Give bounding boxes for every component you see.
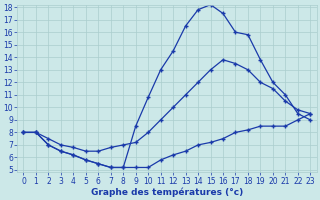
X-axis label: Graphe des températures (°c): Graphe des températures (°c) (91, 187, 243, 197)
